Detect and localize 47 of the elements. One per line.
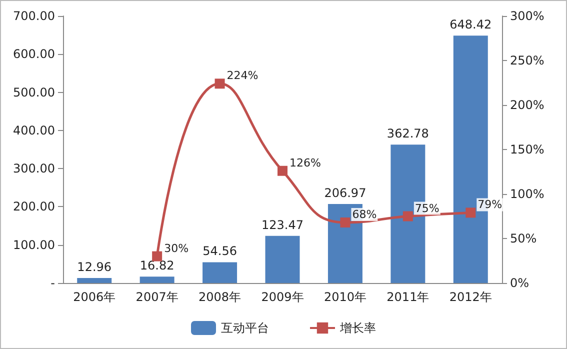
point bbox=[278, 166, 288, 176]
legend-label: 互动平台 bbox=[221, 321, 269, 335]
data-label: 126% bbox=[290, 156, 321, 170]
bar bbox=[265, 236, 300, 283]
data-label: 75% bbox=[414, 202, 440, 215]
y-tick-label: 700.00 bbox=[13, 9, 55, 23]
point bbox=[340, 217, 350, 228]
y-tick-label: 300.00 bbox=[13, 162, 55, 176]
y2-tick-label: 0% bbox=[510, 276, 530, 290]
x-tick-label: 2009年 bbox=[261, 290, 304, 304]
data-label: 12.96 bbox=[77, 260, 112, 274]
y2-tick-label: 300% bbox=[510, 9, 544, 23]
data-label: 123.47 bbox=[262, 218, 304, 232]
y-tick-label: 500.00 bbox=[13, 85, 55, 100]
x-tick-label: 2010年 bbox=[324, 290, 366, 304]
y-tick-label: 100.00 bbox=[13, 238, 55, 252]
data-label: 54.56 bbox=[202, 244, 237, 258]
x-tick-label: 2012年 bbox=[449, 290, 492, 304]
data-label: 206.97 bbox=[324, 186, 366, 200]
data-label: 224% bbox=[226, 69, 258, 82]
point bbox=[152, 251, 162, 262]
y-tick-label: 600.00 bbox=[13, 47, 55, 62]
bar bbox=[77, 278, 112, 283]
x-tick-label: 2007年 bbox=[136, 290, 178, 304]
data-label: 79% bbox=[478, 198, 502, 212]
y2-tick-label: 50% bbox=[510, 232, 537, 246]
x-tick-label: 2006年 bbox=[73, 290, 116, 304]
legend-label: 增长率 bbox=[339, 321, 376, 335]
point bbox=[466, 208, 476, 218]
bar bbox=[202, 262, 238, 283]
data-label: 30% bbox=[164, 242, 189, 255]
y-tick-label: 400.00 bbox=[13, 123, 55, 138]
bar bbox=[140, 276, 174, 283]
x-tick-label: 2008年 bbox=[198, 290, 242, 304]
y-tick-label: 200.00 bbox=[13, 200, 55, 214]
y-tick-label: - bbox=[50, 276, 55, 290]
point bbox=[402, 211, 413, 222]
data-label: 16.82 bbox=[140, 258, 174, 273]
x-tick-label: 2011年 bbox=[386, 290, 430, 304]
point bbox=[214, 78, 225, 89]
data-label: 68% bbox=[352, 208, 377, 221]
data-label: 648.42 bbox=[450, 18, 492, 32]
data-label: 362.78 bbox=[386, 126, 429, 141]
y2-tick-label: 150% bbox=[510, 142, 544, 156]
y2-tick-label: 250% bbox=[510, 54, 544, 68]
y2-tick-label: 100% bbox=[510, 187, 544, 201]
y2-tick-label: 200% bbox=[510, 98, 544, 112]
